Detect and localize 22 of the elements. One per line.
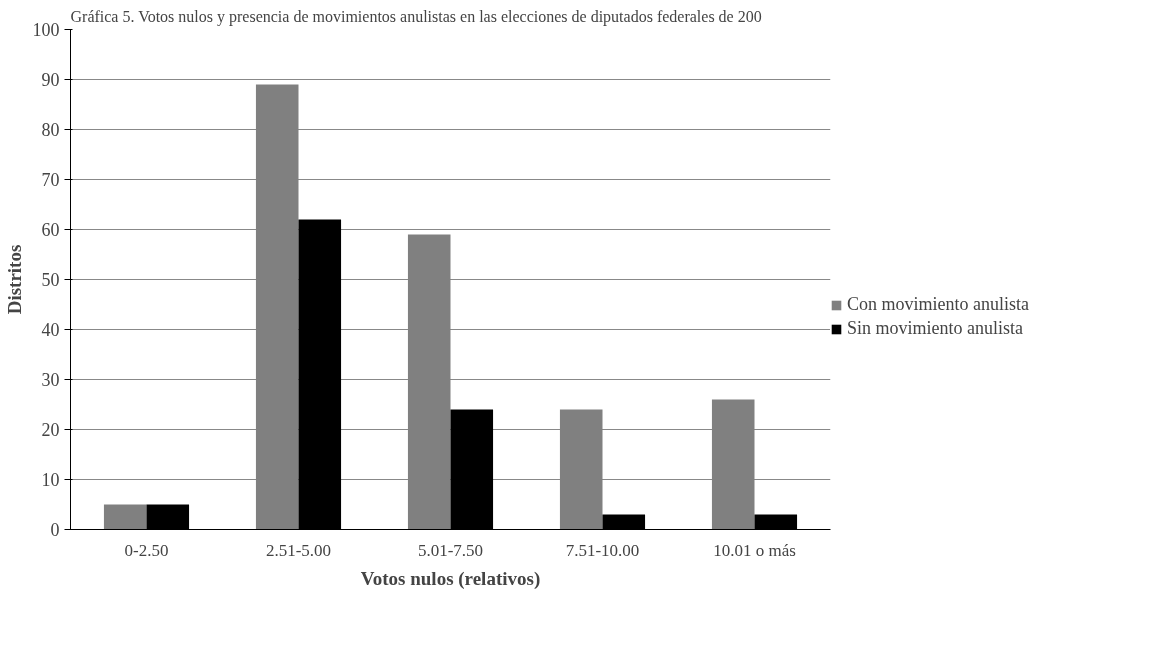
y-tick-label: 30 bbox=[41, 370, 60, 390]
y-tick-label: 60 bbox=[41, 220, 60, 240]
y-tick-label: 0 bbox=[50, 520, 60, 540]
y-tick-label: 50 bbox=[41, 270, 60, 290]
x-tick-label: 0-2.50 bbox=[124, 540, 169, 560]
chart-title: Gráfica 5. Votos nulos y presencia de movimientos anulistas en las elecciones de diputados federales de 200 bbox=[70, 7, 762, 26]
y-tick-label: 10 bbox=[41, 470, 60, 490]
x-tick-label: 7.51-10.00 bbox=[565, 540, 640, 560]
x-axis-title: Votos nulos (relativos) bbox=[360, 567, 541, 590]
y-tick-label: 70 bbox=[41, 170, 60, 190]
y-tick-label: 40 bbox=[41, 320, 60, 340]
x-tick-label: 5.01-7.50 bbox=[417, 540, 484, 560]
y-tick-label: 80 bbox=[41, 120, 60, 140]
legend-label: Con movimiento anulista bbox=[847, 294, 1029, 315]
x-tick-label: 10.01 o más bbox=[713, 540, 796, 560]
y-tick-label: 90 bbox=[41, 70, 60, 90]
y-tick-label: 100 bbox=[32, 20, 60, 40]
y-tick-label: 20 bbox=[41, 420, 60, 440]
y-axis-title: Distritos bbox=[3, 244, 25, 315]
x-tick-label: 2.51-5.00 bbox=[265, 540, 332, 560]
bar bbox=[103, 504, 147, 530]
legend-label: Sin movimiento anulista bbox=[847, 318, 1023, 339]
